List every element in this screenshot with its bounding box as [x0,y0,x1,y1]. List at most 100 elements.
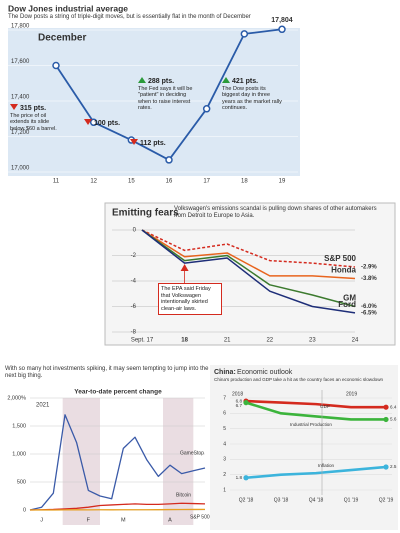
x-tick-label: Q4 '18 [309,497,324,503]
y-tick-label: -8 [131,330,137,336]
series-line [141,229,356,308]
x-tick-label: Q1 '19 [344,497,359,503]
x-tick-label: Sept. 17 [131,338,154,344]
x-tick-label: 12 [90,179,97,185]
value-label: 6.8 [236,398,243,403]
series-line [141,229,356,314]
x-tick-label: Q2 '19 [379,497,394,503]
legend-label: S&P 500 [190,514,210,520]
value-label: -6.5% [361,310,377,316]
annotation-label: 315 pts. [20,105,47,112]
legend-label: GameStop [180,450,204,456]
legend-label: GDP [320,404,330,409]
y-tick-label: 17,400 [11,95,30,101]
x-tick-label: 21 [224,338,231,344]
point [278,25,286,34]
y-tick-label: 0 [23,507,26,513]
chart-subtitle: Volkswagen's emissions scandal is pullin… [174,206,377,219]
legend-label: Industrial Production [290,422,332,427]
legend-label: Ford [338,300,356,309]
chart-label: December [38,33,86,44]
legend-label: Bitcoin [176,492,191,498]
series-line [29,414,206,511]
x-tick-label: 19 [279,179,286,185]
x-tick-label: 22 [266,338,273,344]
legend-label: GM [343,294,356,303]
x-tick-label: 18 [181,338,188,344]
y-tick-label: 5 [223,426,226,432]
legend-label: Inflation [318,463,335,468]
annotation-head: 112 pts. [130,139,170,148]
annotation-text: The Dow posts its biggest day in three y… [222,85,282,112]
marker [10,104,18,110]
chart-subtitle: China's production and GDP take a hit as… [214,377,384,382]
point [383,404,389,410]
annotation-head: 421 pts. [222,77,284,86]
chart-title: Emitting fears [112,208,179,219]
x-tick-label: Q3 '18 [274,497,289,503]
point [383,416,389,423]
y-tick-label: 2 [223,472,226,478]
y-tick-label: -6 [131,304,137,310]
y-tick-label: -2 [131,253,137,259]
value-label: 6.4 [390,404,397,409]
annotation-text: The Fed says it will be "patient" in dec… [138,85,193,112]
value-label: -3.8% [361,276,377,282]
point [243,400,249,406]
series-line [141,229,356,268]
y-tick-label: 2,000% [7,395,26,401]
marker [84,119,92,125]
value-label: -2.9% [361,265,377,271]
annotation-head: 100 pts. [84,119,124,128]
y-tick-label: 17,600 [11,59,30,65]
value-label: -6.0% [361,304,377,310]
annotation-label: 421 pts. [232,78,259,85]
y-tick-label: 1,000 [12,451,26,457]
y-tick-label: 500 [17,479,26,485]
annotation-label: 112 pts. [140,140,166,147]
series-line [245,399,386,409]
value-label: 5.6 [390,417,397,422]
x-tick-label: 11 [53,179,60,185]
annotation-text: The price of oil extends its slide below… [10,112,57,132]
annotation-text: The EPA said Friday that Volkswagen inte… [158,283,222,315]
x-tick-label: A [168,517,172,523]
annotation-head: 315 pts. [10,104,60,113]
point [165,156,173,164]
marker [130,139,138,145]
y-tick-label: 1,500 [12,423,26,429]
annotation-head: 288 pts. [138,77,200,86]
y-tick-label: 1 [223,487,226,493]
chart-label: 2021 [36,403,50,409]
y-tick-label: 17,200 [11,130,30,136]
y-tick-label: 7 [223,395,226,401]
x-tick-label: 24 [352,338,359,344]
y-tick-label: 4 [223,441,226,447]
annotation-label: 100 pts. [94,120,121,127]
x-tick-label: F [87,517,91,523]
x-tick-label: J [40,517,43,523]
series-line [245,401,386,421]
y-tick-label: 3 [223,457,226,463]
y-tick-label: -4 [131,279,137,285]
panel [210,365,398,530]
chart-subtitle: With so many hot investments spiking, it… [5,366,209,379]
x-tick-label: M [121,517,126,523]
point [383,464,389,470]
point [240,30,249,38]
chart-title: Economic outlook [237,369,293,376]
x-tick-label: Q2 '18 [239,497,254,503]
series-line [141,229,356,280]
year-label: 2018 [232,391,243,397]
marker [180,264,189,271]
marker [138,77,146,83]
chart-title: Year-to-date percent change [74,389,162,396]
marker [222,77,230,83]
annotation-label: 288 pts. [148,78,175,85]
x-tick-label: 16 [166,179,173,185]
annotation: 100 pts. [84,119,124,128]
chart-title: Dow Jones industrial average [8,3,128,13]
series-line [245,465,387,480]
